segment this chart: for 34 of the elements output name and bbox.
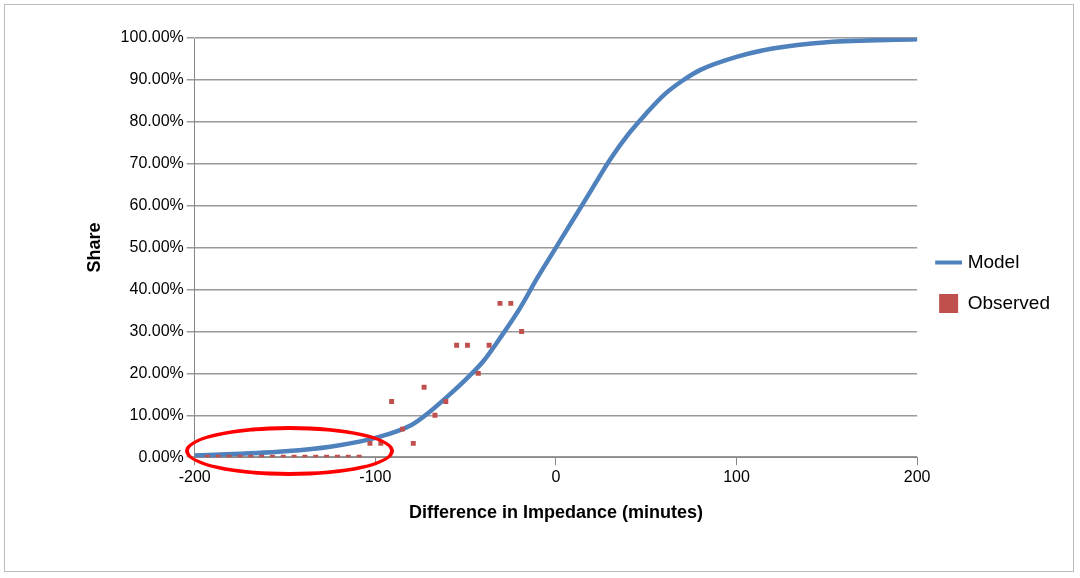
point: [432, 412, 438, 418]
legend-label: Model: [967, 250, 1020, 272]
y-tick-label: 70.00%: [129, 154, 184, 172]
point: [443, 398, 449, 404]
y-tick-label: 80.00%: [129, 112, 184, 130]
y-tick-label: 60.00%: [129, 196, 184, 214]
x-tick-label: -200: [178, 468, 211, 486]
y-tick-label: 40.00%: [129, 279, 184, 297]
point: [421, 384, 427, 390]
y-tick-label: 20.00%: [129, 363, 184, 381]
legend-label: Observed: [967, 291, 1050, 313]
point: [497, 300, 503, 306]
x-axis-title: Difference in Impedance (minutes): [408, 502, 703, 523]
point: [399, 426, 405, 432]
point: [367, 440, 373, 446]
point: [389, 398, 395, 404]
x-tick-label: 200: [903, 468, 931, 486]
y-tick-label: 30.00%: [129, 321, 184, 339]
x-tick-label: -100: [359, 468, 392, 486]
x-tick-label: 100: [723, 468, 750, 486]
point: [454, 342, 460, 348]
point: [475, 370, 481, 376]
point: [464, 342, 470, 348]
point: [519, 328, 525, 334]
y-axis-title: Share: [83, 222, 104, 273]
y-tick-label: 50.00%: [129, 238, 184, 256]
y-tick-label: 10.00%: [129, 405, 184, 423]
x-tick-label: 0: [551, 468, 561, 486]
point: [508, 300, 514, 306]
y-tick-label: 0.00%: [138, 447, 184, 465]
y-tick-label: 90.00%: [129, 70, 184, 88]
y-tick-label: 100.00%: [120, 28, 184, 46]
point: [486, 342, 492, 348]
point: [410, 440, 416, 446]
